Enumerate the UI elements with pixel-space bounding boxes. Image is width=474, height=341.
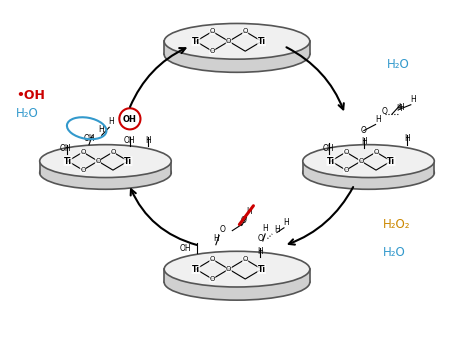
Text: O: O <box>243 256 248 262</box>
Text: O: O <box>95 158 100 164</box>
Text: OH: OH <box>83 134 95 143</box>
Text: Ti: Ti <box>258 37 265 46</box>
Text: H: H <box>145 136 151 145</box>
Text: Ti: Ti <box>327 157 335 166</box>
Text: •OH: •OH <box>16 89 45 102</box>
Text: O: O <box>210 276 215 282</box>
Polygon shape <box>303 161 434 173</box>
Text: Ti: Ti <box>258 265 265 273</box>
Text: O: O <box>80 167 86 173</box>
FancyArrowPatch shape <box>131 189 197 245</box>
Text: O: O <box>210 256 215 262</box>
Text: OH: OH <box>323 144 335 153</box>
Text: Ti: Ti <box>192 265 200 273</box>
FancyArrowPatch shape <box>289 187 353 244</box>
Text: H: H <box>257 247 264 256</box>
Text: O: O <box>226 266 231 272</box>
Ellipse shape <box>164 265 310 300</box>
Text: O: O <box>210 48 215 54</box>
Text: H: H <box>399 103 404 112</box>
Text: OH: OH <box>124 136 136 145</box>
Text: H: H <box>361 137 367 146</box>
Text: Ti: Ti <box>64 157 72 166</box>
Polygon shape <box>40 161 171 173</box>
Text: O: O <box>226 38 231 44</box>
Text: Ti: Ti <box>124 157 132 166</box>
Polygon shape <box>164 41 310 55</box>
Text: Ti: Ti <box>192 37 200 46</box>
Text: H: H <box>108 117 114 126</box>
Text: H: H <box>396 104 402 113</box>
Text: O: O <box>241 216 247 224</box>
Text: H: H <box>98 125 104 134</box>
Text: OH: OH <box>123 115 137 124</box>
Text: H: H <box>404 134 410 143</box>
Text: O: O <box>110 149 116 155</box>
Text: H₂O: H₂O <box>16 107 39 120</box>
Ellipse shape <box>40 157 171 189</box>
Ellipse shape <box>303 145 434 178</box>
Text: H: H <box>262 223 268 233</box>
FancyArrowPatch shape <box>130 48 185 107</box>
Text: OH: OH <box>180 244 191 253</box>
Ellipse shape <box>164 24 310 59</box>
Polygon shape <box>164 269 310 282</box>
Text: H₂O: H₂O <box>387 58 410 71</box>
FancyArrowPatch shape <box>286 47 344 109</box>
Text: H: H <box>213 234 219 243</box>
Text: O: O <box>80 149 86 155</box>
Text: H: H <box>375 115 381 123</box>
Text: OH: OH <box>60 144 72 153</box>
Text: O: O <box>374 149 379 155</box>
Text: H₂O₂: H₂O₂ <box>383 218 410 231</box>
Text: H: H <box>274 225 280 234</box>
Text: Ti: Ti <box>387 157 395 166</box>
Text: O: O <box>210 28 215 34</box>
Ellipse shape <box>164 251 310 287</box>
Text: O: O <box>257 234 264 243</box>
Text: H: H <box>410 95 416 104</box>
Text: O: O <box>361 126 367 135</box>
Ellipse shape <box>40 145 171 178</box>
Ellipse shape <box>303 157 434 189</box>
Text: O: O <box>382 107 388 117</box>
Text: O: O <box>343 149 349 155</box>
Text: O: O <box>220 225 226 234</box>
Text: O: O <box>358 158 364 164</box>
Text: O: O <box>243 28 248 34</box>
Text: H₂O: H₂O <box>383 246 405 259</box>
Ellipse shape <box>164 36 310 72</box>
Text: H: H <box>283 218 289 227</box>
Text: O: O <box>343 167 349 173</box>
Text: H: H <box>246 207 252 216</box>
